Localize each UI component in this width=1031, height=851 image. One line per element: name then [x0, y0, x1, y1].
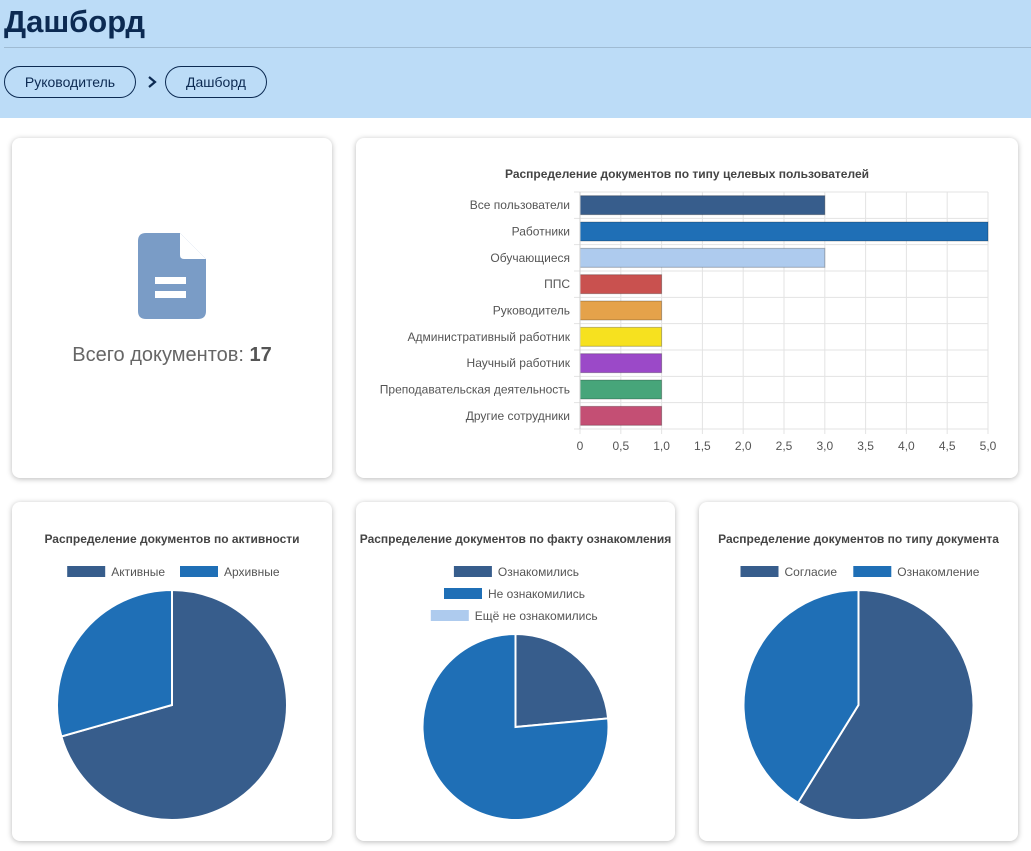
bar-chart-title: Распределение документов по типу целевых…	[505, 167, 869, 181]
breadcrumb-item-manager[interactable]: Руководитель	[4, 66, 136, 98]
legend-label: Согласие	[785, 565, 838, 579]
bar	[579, 405, 663, 426]
pie-chart-acquaintance: Распределение документов по факту ознако…	[360, 532, 672, 821]
pie-acquaintance-title: Распределение документов по факту ознако…	[360, 532, 672, 546]
y-tick-label: Руководитель	[493, 304, 570, 318]
bar	[579, 195, 826, 216]
x-tick-label: 4,5	[939, 439, 956, 453]
x-tick-label: 2,0	[735, 439, 752, 453]
breadcrumb-item-dashboard[interactable]: Дашборд	[165, 66, 267, 98]
legend-label: Архивные	[224, 565, 280, 579]
x-tick-label: 5,0	[980, 439, 997, 453]
legend-swatch	[180, 566, 218, 577]
bar	[579, 326, 663, 347]
y-tick-label: Все пользователи	[470, 198, 570, 212]
pie-slice	[421, 632, 610, 821]
pie-activity-title: Распределение документов по активности	[44, 532, 299, 546]
y-tick-label: ППС	[544, 277, 570, 291]
x-tick-label: 3,0	[816, 439, 833, 453]
legend-swatch	[453, 566, 492, 577]
y-tick-label: Научный работник	[467, 356, 571, 370]
page-header: Дашборд Руководитель Дашборд	[0, 0, 1031, 118]
x-tick-label: 1,0	[653, 439, 670, 453]
pie-activity-card: Распределение документов по активности А…	[12, 502, 332, 841]
legend-swatch	[853, 566, 892, 577]
pie-chart-activity: Распределение документов по активности А…	[44, 532, 300, 821]
legend-label: Ещё не ознакомились	[475, 609, 598, 623]
y-tick-label: Обучающиеся	[490, 251, 570, 265]
legend-label: Ознакомились	[498, 565, 579, 579]
x-tick-label: 3,5	[857, 439, 874, 453]
x-tick-label: 0,5	[612, 439, 629, 453]
page-title: Дашборд	[4, 4, 146, 39]
pie-chart-doctype: Распределение документов по типу докумен…	[718, 532, 999, 821]
pie-doctype-title: Распределение документов по типу докумен…	[718, 532, 999, 546]
total-documents-label: Всего документов: 17	[12, 344, 332, 367]
bar	[579, 379, 663, 400]
pie-slice	[742, 588, 860, 805]
pie-slice	[56, 588, 173, 738]
x-tick-label: 1,5	[694, 439, 711, 453]
legend-swatch	[67, 566, 106, 577]
bar	[579, 221, 989, 242]
legend-label: Не ознакомились	[488, 587, 585, 601]
legend-label: Ознакомление	[897, 565, 979, 579]
pie-slice	[796, 588, 975, 821]
total-documents-text: Всего документов:	[72, 344, 244, 366]
pie-doctype-card: Распределение документов по типу докумен…	[699, 502, 1018, 841]
pie-slice	[514, 632, 610, 729]
document-icon	[138, 233, 206, 319]
x-tick-label: 4,0	[898, 439, 915, 453]
total-documents-card: Всего документов: 17	[12, 138, 332, 478]
header-divider	[4, 47, 1031, 48]
x-tick-label: 2,5	[776, 439, 793, 453]
legend-swatch	[430, 610, 469, 621]
bar	[579, 247, 826, 268]
legend-swatch	[444, 588, 482, 599]
y-tick-label: Административный работник	[408, 330, 571, 344]
x-tick-label: 0	[577, 439, 584, 453]
bar	[579, 300, 663, 321]
y-tick-label: Другие сотрудники	[466, 409, 570, 423]
bar	[579, 274, 663, 295]
bar-chart-card: Распределение документов по типу целевых…	[356, 138, 1018, 478]
y-tick-label: Работники	[512, 225, 570, 239]
pie-slice	[60, 588, 288, 821]
legend-label: Активные	[111, 565, 165, 579]
pie-acquaintance-card: Распределение документов по факту ознако…	[356, 502, 675, 841]
y-tick-label: Преподавательская деятельность	[380, 383, 570, 397]
chevron-right-icon	[148, 76, 157, 88]
bar-chart: Распределение документов по типу целевых…	[380, 167, 997, 453]
total-documents-count: 17	[249, 344, 272, 366]
legend-swatch	[740, 566, 779, 577]
bar	[579, 353, 663, 374]
